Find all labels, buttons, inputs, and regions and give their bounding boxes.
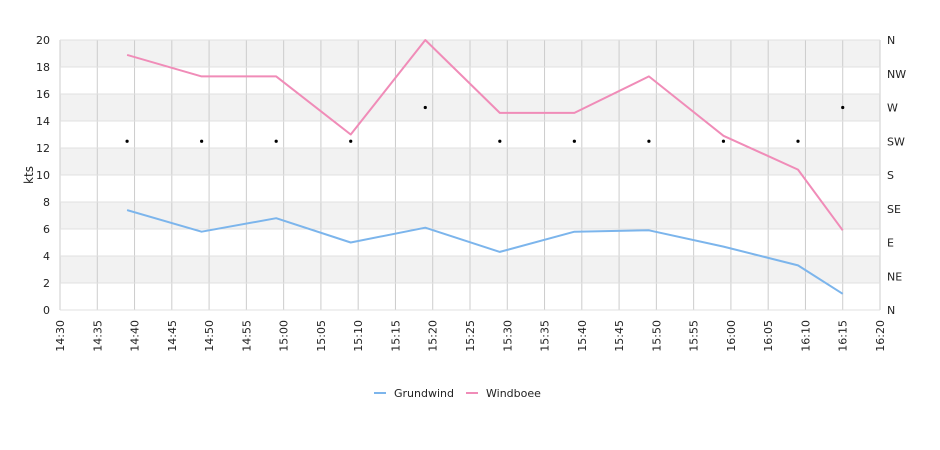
direction-point (721, 139, 726, 143)
direction-point (498, 139, 502, 143)
y-tick-label: 10 (36, 169, 50, 182)
x-tick-label: 16:20 (874, 320, 887, 352)
y-tick-label: 20 (36, 34, 50, 47)
legend-label: Windboee (486, 387, 541, 400)
y-tick-label: 14 (36, 115, 50, 128)
direction-tick-label: N (887, 304, 895, 317)
direction-point (274, 139, 278, 143)
x-axis-ticks: 14:30 14:35 14:40 14:45 14:50 14:55 15:00 15:05… (54, 320, 887, 352)
series-line (126, 39, 844, 231)
direction-point (423, 105, 427, 110)
y-tick-label: 18 (36, 61, 50, 74)
x-tick-label: 15:35 (539, 320, 552, 352)
x-tick-label: 15:25 (464, 320, 477, 352)
direction-tick-label: SW (887, 135, 905, 148)
x-tick-label: 15:05 (315, 320, 328, 352)
y-tick-label: 2 (43, 277, 50, 290)
x-tick-label: 14:30 (54, 320, 67, 352)
series-line (126, 209, 844, 295)
x-tick-label: 15:00 (278, 320, 291, 352)
direction-point (349, 139, 353, 143)
direction-tick-label: NE (887, 270, 902, 283)
direction-point (796, 139, 800, 143)
direction-point (841, 105, 845, 110)
wind-direction-markers (125, 105, 845, 143)
x-tick-label: 15:40 (576, 320, 589, 352)
x-tick-label: 16:15 (837, 320, 850, 352)
legend: Grundwind Windboee (374, 387, 541, 400)
x-tick-label: 14:45 (166, 320, 179, 352)
x-tick-label: 15:10 (352, 320, 365, 352)
y-tick-label: 6 (43, 223, 50, 236)
x-tick-label: 15:45 (613, 320, 626, 352)
y-axis-ticks: 0 2 4 6 8 10 12 14 16 18 20 (36, 34, 50, 317)
x-tick-label: 14:40 (129, 320, 142, 352)
direction-tick-label: E (887, 237, 894, 250)
y-tick-label: 16 (36, 88, 50, 101)
y-tick-label: 12 (36, 142, 50, 155)
x-tick-label: 15:55 (688, 320, 701, 352)
series-lines (126, 39, 844, 295)
x-tick-label: 16:10 (799, 320, 812, 352)
direction-tick-label: SE (887, 203, 901, 216)
direction-tick-label: N (887, 34, 895, 47)
direction-tick-label: NW (887, 68, 906, 81)
x-tick-label: 16:05 (762, 320, 775, 352)
y-tick-label: 0 (43, 304, 50, 317)
direction-point (572, 139, 576, 143)
x-tick-label: 16:00 (725, 320, 738, 352)
y-tick-label: 8 (43, 196, 50, 209)
x-tick-label: 15:30 (501, 320, 514, 352)
direction-point (125, 139, 129, 143)
direction-axis-ticks: N NE E SE S SW W NW N (887, 34, 906, 317)
horizontal-gridlines (60, 39, 880, 311)
direction-point (200, 139, 204, 143)
direction-tick-label: W (887, 102, 898, 115)
y-axis-title: kts (22, 166, 36, 184)
x-tick-label: 15:50 (650, 320, 663, 352)
y-tick-label: 4 (43, 250, 50, 263)
x-tick-label: 15:15 (389, 320, 402, 352)
x-tick-label: 14:55 (240, 320, 253, 352)
legend-label: Grundwind (394, 387, 454, 400)
x-tick-label: 14:50 (203, 320, 216, 352)
x-tick-label: 14:35 (91, 320, 104, 352)
x-tick-label: 15:20 (427, 320, 440, 352)
direction-point (647, 139, 651, 143)
direction-tick-label: S (887, 169, 894, 182)
